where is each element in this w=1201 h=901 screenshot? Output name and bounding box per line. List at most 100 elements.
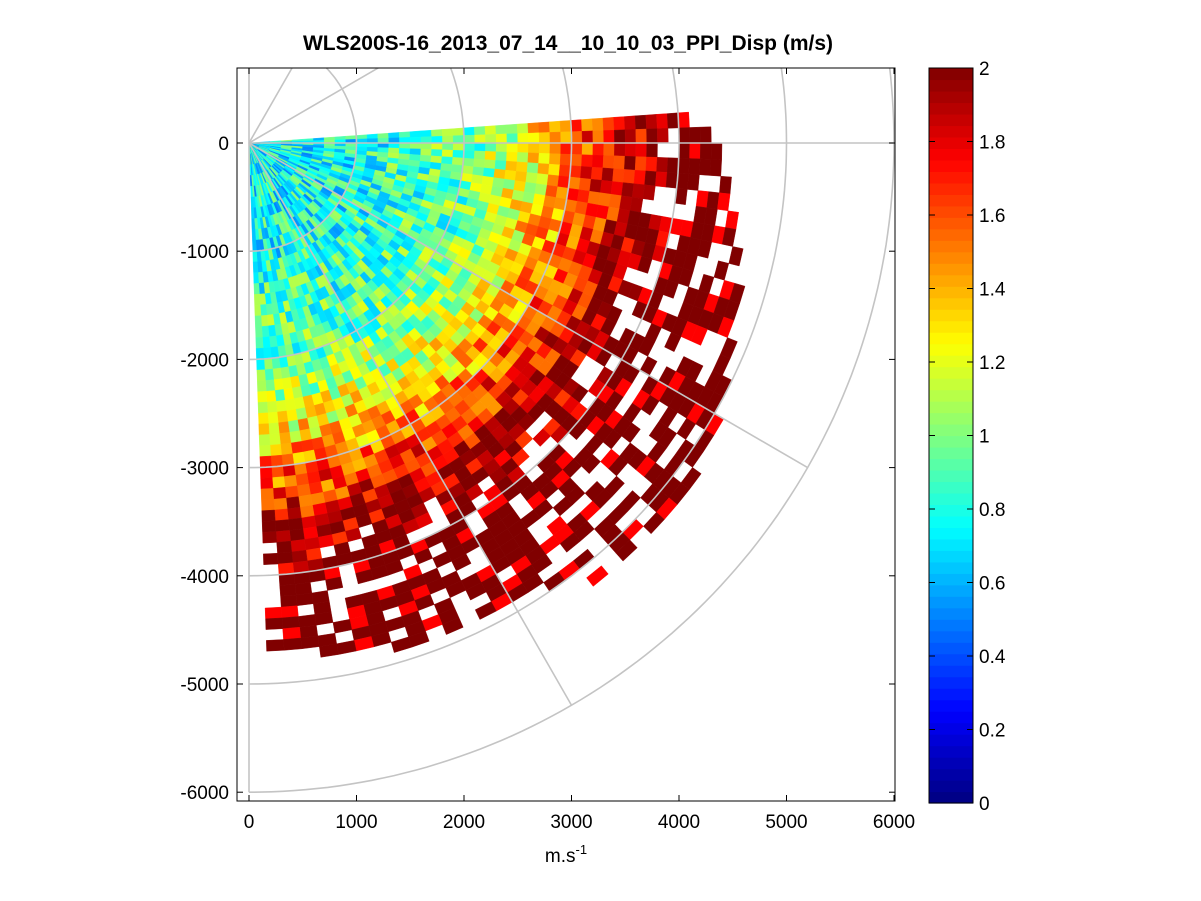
ppi-cell bbox=[298, 614, 317, 628]
colorbar-band bbox=[929, 309, 973, 322]
x-tick-label: 0 bbox=[244, 812, 255, 833]
polar-spoke bbox=[248, 68, 380, 144]
ppi-cell bbox=[587, 190, 601, 206]
ppi-cell bbox=[252, 261, 259, 274]
ppi-cell bbox=[257, 401, 268, 414]
polar-spoke bbox=[248, 142, 573, 706]
ppi-cell bbox=[586, 565, 609, 587]
colorbar-band bbox=[929, 148, 973, 161]
ppi-cell bbox=[271, 357, 281, 370]
ppi-cell bbox=[534, 183, 548, 196]
ppi-cell bbox=[600, 180, 613, 195]
ppi-cell bbox=[629, 196, 644, 213]
colorbar-band bbox=[929, 389, 973, 402]
colorbar-band bbox=[929, 228, 973, 241]
ppi-cell bbox=[603, 129, 615, 144]
ppi-cell bbox=[538, 152, 551, 165]
ppi-cell bbox=[495, 142, 508, 153]
ppi-cell bbox=[390, 636, 413, 653]
ppi-cell bbox=[558, 164, 571, 178]
colorbar-band bbox=[929, 481, 973, 494]
ppi-cell bbox=[536, 173, 549, 186]
ppi-cell bbox=[260, 466, 273, 479]
ppi-cell bbox=[590, 166, 604, 181]
ppi-cell bbox=[442, 135, 454, 144]
ppi-cell bbox=[355, 134, 368, 140]
colorbar-tick-label: 1 bbox=[979, 427, 990, 448]
ppi-cell bbox=[687, 173, 700, 191]
ppi-cell bbox=[280, 366, 291, 379]
ppi-cell bbox=[484, 125, 497, 135]
ppi-cell bbox=[268, 422, 280, 435]
colorbar-band bbox=[929, 435, 973, 448]
ppi-cell bbox=[442, 617, 464, 635]
ppi-cell bbox=[640, 395, 660, 416]
ppi-cell bbox=[388, 132, 400, 139]
ppi-cell bbox=[637, 256, 653, 274]
ppi-cell bbox=[633, 169, 647, 186]
ppi-cell bbox=[666, 157, 679, 174]
ppi-cell bbox=[284, 398, 296, 412]
colorbar-band bbox=[929, 90, 973, 104]
x-tick-label: 1000 bbox=[335, 812, 377, 833]
ppi-cell bbox=[622, 169, 636, 184]
ppi-cell bbox=[635, 142, 648, 158]
ppi-cell bbox=[255, 347, 265, 360]
ppi-cell bbox=[452, 127, 465, 137]
ppi-cell bbox=[624, 115, 637, 131]
ppi-cell bbox=[514, 171, 528, 183]
colorbar-band bbox=[929, 596, 973, 609]
colorbar-tick-label: 0.8 bbox=[979, 500, 1005, 521]
colorbar-band bbox=[929, 125, 973, 138]
ppi-cell bbox=[571, 142, 583, 155]
ppi-cell bbox=[283, 637, 303, 651]
ppi-cell bbox=[271, 476, 286, 489]
ppi-cell bbox=[260, 477, 274, 490]
ppi-cell bbox=[695, 190, 709, 209]
ppi-cell bbox=[549, 142, 562, 155]
colorbar-band bbox=[929, 745, 973, 758]
ppi-cell bbox=[524, 181, 537, 194]
ppi-cell bbox=[631, 183, 645, 199]
ppi-cell bbox=[366, 133, 379, 140]
ppi-cell bbox=[690, 325, 708, 346]
ppi-cell bbox=[270, 454, 283, 468]
colorbar-band bbox=[929, 182, 973, 195]
ppi-cell bbox=[268, 433, 281, 446]
ppi-cell bbox=[634, 156, 647, 172]
colorbar-band bbox=[929, 159, 973, 172]
ppi-cell bbox=[256, 369, 266, 382]
ppi-cell bbox=[662, 279, 679, 299]
ppi-cell bbox=[664, 331, 682, 352]
ppi-cell bbox=[666, 112, 679, 129]
colorbar-band bbox=[929, 665, 973, 678]
colorbar-band bbox=[929, 561, 973, 574]
ppi-cell bbox=[709, 158, 722, 177]
ppi-cell bbox=[516, 161, 529, 173]
colorbar-band bbox=[929, 791, 973, 804]
ppi-cell bbox=[717, 192, 731, 212]
ppi-cell bbox=[559, 120, 572, 133]
colorbar-band bbox=[929, 424, 973, 437]
ppi-cell bbox=[560, 131, 572, 144]
ppi-cell bbox=[538, 142, 551, 154]
ppi-cell bbox=[548, 163, 561, 177]
ppi-cell bbox=[504, 169, 517, 181]
ppi-cell bbox=[259, 304, 268, 316]
x-tick-label: 3000 bbox=[550, 812, 592, 833]
ppi-cell bbox=[527, 122, 540, 134]
ppi-cell bbox=[697, 239, 712, 259]
ppi-cell bbox=[678, 142, 691, 159]
ppi-cell bbox=[506, 151, 518, 163]
ppi-cell bbox=[274, 508, 289, 522]
ppi-cell bbox=[261, 498, 275, 511]
ppi-cell bbox=[280, 442, 293, 456]
ppi-cell bbox=[257, 380, 267, 392]
ppi-cell bbox=[275, 530, 291, 543]
ppi-cell bbox=[252, 250, 258, 263]
ppi-cell bbox=[495, 133, 508, 144]
ppi-cell bbox=[506, 133, 519, 144]
colorbar-band bbox=[929, 699, 973, 712]
ppi-cell bbox=[442, 142, 454, 151]
ppi-cell bbox=[621, 182, 635, 198]
